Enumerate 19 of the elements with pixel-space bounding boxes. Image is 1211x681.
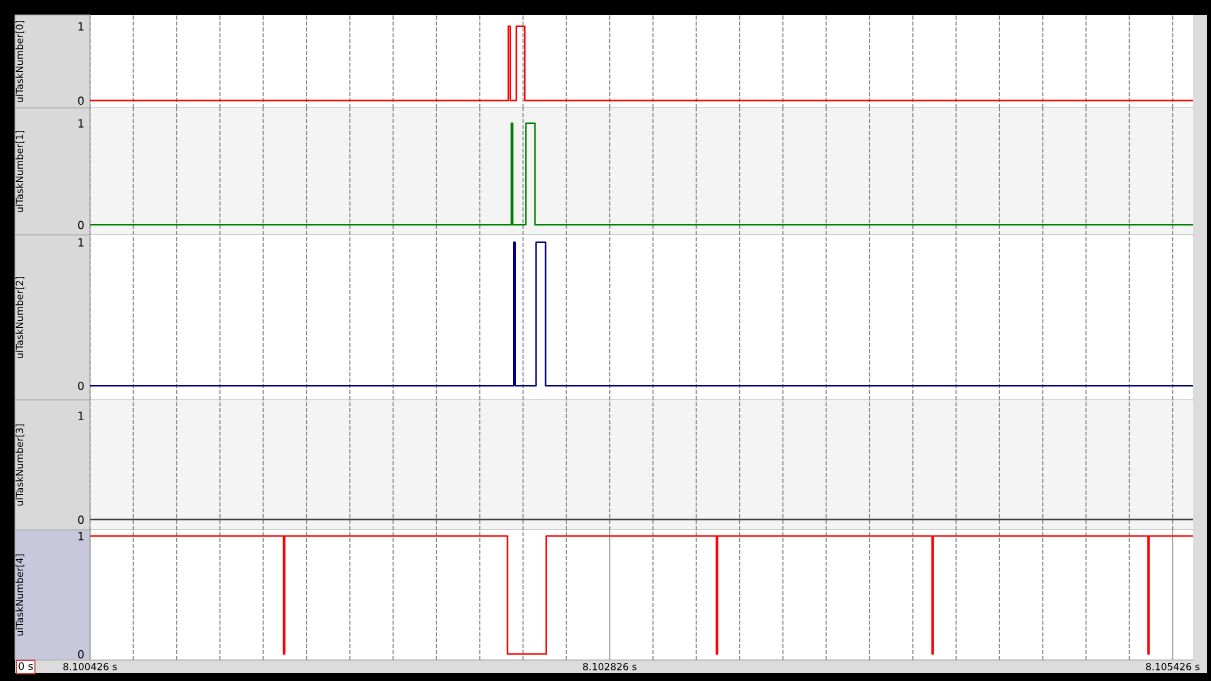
y-tick-label: 0: [78, 96, 84, 105]
x-tick-label: 8.105426 s: [1146, 662, 1200, 671]
y-tick-label: 1: [78, 532, 84, 541]
x-tick-label: 8.102826 s: [583, 662, 637, 671]
y-axis-title: ulTaskNumber[2]: [15, 277, 25, 359]
y-tick-label: 0: [78, 515, 84, 524]
y-tick-label: 1: [78, 238, 84, 247]
y-axis-title: ulTaskNumber[1]: [15, 131, 25, 213]
text: 0 s: [18, 662, 33, 671]
y-tick-label: 1: [78, 411, 84, 420]
y-tick-label: 0: [78, 650, 84, 659]
y-axis-title: ulTaskNumber[3]: [15, 424, 25, 506]
y-tick-label: 0: [78, 381, 84, 391]
x-tick-label: 8.100426 s: [63, 662, 117, 671]
y-tick-label: 0: [78, 220, 84, 230]
y-axis-title: ulTaskNumber[0]: [15, 21, 25, 103]
y-axis-title: ulTaskNumber[4]: [15, 554, 25, 636]
y-tick-label: 1: [78, 119, 84, 128]
y-tick-label: 1: [78, 22, 84, 31]
